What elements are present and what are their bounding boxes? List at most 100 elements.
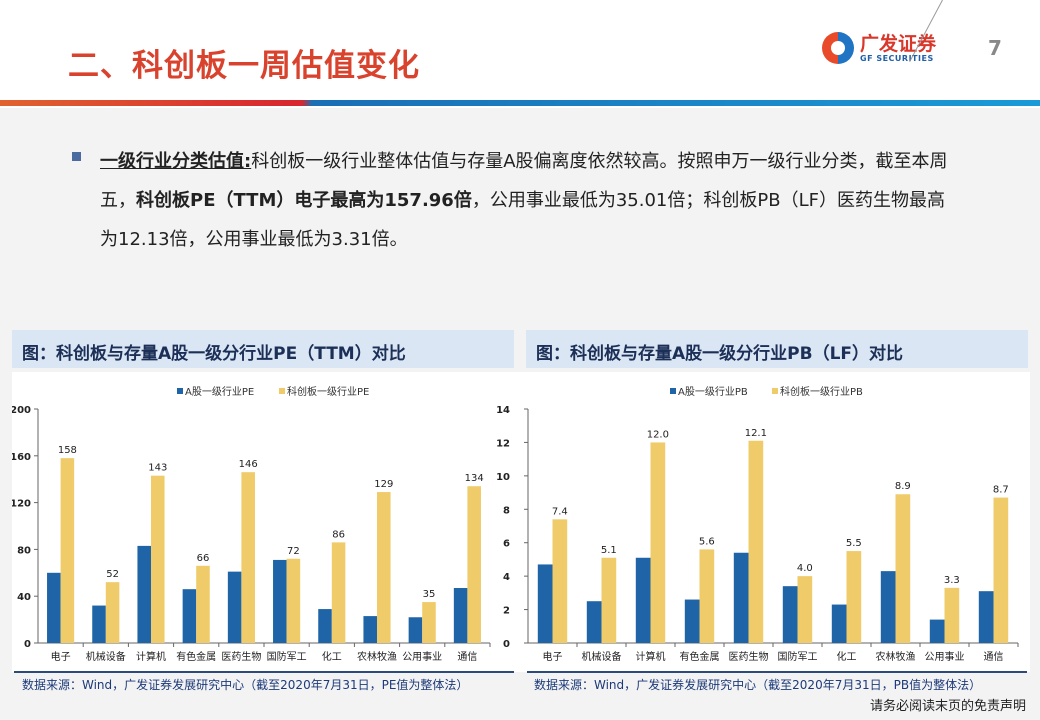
page-title: 二、科创板一周估值变化 — [68, 48, 420, 84]
x-tick-label: 化工 — [322, 650, 342, 663]
data-label: 5.5 — [846, 538, 862, 549]
data-label: 8.9 — [895, 481, 911, 492]
x-tick-label: 计算机 — [136, 650, 166, 663]
bar-star — [377, 492, 391, 643]
x-tick-label: 化工 — [837, 650, 857, 663]
disclaimer: 请务必阅读末页的免责声明 — [869, 699, 1026, 714]
bar-star — [286, 558, 301, 643]
data-label: 66 — [197, 553, 210, 564]
bar-a-share — [635, 557, 651, 643]
data-label: 5.1 — [601, 545, 617, 556]
x-tick-label: 医药生物 — [221, 650, 261, 663]
bullet-icon — [72, 152, 81, 161]
y-tick-label: 80 — [17, 545, 31, 556]
data-label: 129 — [374, 479, 393, 490]
y-tick-label: 120 — [12, 499, 31, 510]
bar-star — [60, 458, 75, 643]
legend-label: A股一级行业PE — [185, 385, 254, 398]
data-label: 143 — [148, 463, 167, 474]
logo-subtext: GF SECURITIES — [860, 53, 934, 63]
legend-swatch — [772, 388, 778, 394]
highlight: 科创板PE（TTM）电子最高为157.96倍 — [136, 190, 472, 211]
x-tick-label: 通信 — [984, 651, 1004, 663]
bar-a-share — [137, 545, 151, 643]
bar-a-share — [929, 619, 945, 643]
x-tick-label: 国防军工 — [778, 650, 818, 663]
bar-star — [993, 497, 1009, 643]
legend-label: 科创板一级行业PB — [780, 385, 863, 398]
bar-star — [797, 576, 813, 643]
x-tick-label: 通信 — [457, 651, 477, 663]
bar-a-share — [733, 552, 749, 643]
pe-source: 数据来源：Wind，广发证券发展研究中心（截至2020年7月31日，PE值为整体… — [22, 678, 469, 692]
data-label: 12.1 — [745, 428, 767, 439]
data-label: 86 — [332, 529, 345, 540]
bar-star — [846, 551, 862, 643]
bar-a-share — [831, 604, 847, 643]
data-label: 35 — [423, 589, 436, 600]
legend-label: A股一级行业PB — [678, 385, 748, 398]
y-tick-label: 160 — [12, 452, 31, 463]
bar-star — [105, 582, 120, 643]
data-label: 3.3 — [944, 575, 960, 586]
bar-a-share — [273, 559, 287, 643]
legend-swatch — [279, 388, 285, 394]
bar-a-share — [537, 564, 553, 643]
data-label: 12.0 — [647, 429, 669, 440]
data-label: 134 — [465, 473, 484, 484]
y-tick-label: 2 — [503, 606, 510, 617]
bar-star — [331, 542, 346, 643]
data-label: 72 — [287, 546, 300, 557]
bar-star — [196, 565, 210, 643]
x-tick-label: 机械设备 — [582, 650, 622, 663]
x-tick-label: 农林牧渔 — [876, 650, 916, 663]
y-tick-label: 200 — [12, 405, 31, 416]
bar-a-share — [880, 571, 896, 643]
bar-a-share — [782, 586, 798, 643]
bar-star — [422, 602, 436, 643]
data-label: 5.6 — [699, 536, 715, 547]
bar-star — [151, 475, 165, 643]
bar-star — [552, 519, 568, 643]
data-label: 158 — [58, 445, 77, 456]
x-tick-label: 农林牧渔 — [357, 650, 397, 663]
pe-chart: A股一级行业PE 科创板一级行业PE 0 40 80 120 160 200 电子 158 机械设备… — [10, 372, 522, 672]
y-tick-label: 12 — [496, 438, 510, 449]
bar-a-share — [586, 601, 602, 643]
bar-a-share — [684, 599, 700, 643]
logo-text: 广发证券 — [860, 32, 937, 55]
data-label: 146 — [239, 459, 258, 470]
bar-a-share — [363, 616, 377, 643]
divider — [14, 671, 514, 673]
x-tick-label: 机械设备 — [86, 650, 126, 663]
data-label: 7.4 — [552, 506, 568, 517]
y-tick-label: 40 — [17, 592, 31, 603]
chart-title-pb: 图：科创板与存量A股一级分行业PB（LF）对比 — [526, 330, 1028, 368]
legend-swatch — [177, 388, 183, 394]
bar-star — [601, 557, 617, 643]
x-tick-label: 电子 — [543, 650, 563, 663]
chart-title-pe: 图：科创板与存量A股一级分行业PE（TTM）对比 — [12, 330, 514, 368]
y-tick-label: 0 — [503, 639, 510, 650]
header-bar — [0, 100, 1040, 106]
gf-securities-logo: 广发证券 GF SECURITIES — [822, 32, 936, 64]
x-tick-label: 有色金属 — [176, 650, 216, 663]
bar-a-share — [978, 591, 994, 643]
bar-star — [650, 442, 666, 643]
text: ，公用事业最低为35.01倍；科创板PB（LF）医药生物最高为12.13倍，公用… — [100, 190, 945, 250]
bar-star — [748, 440, 764, 643]
legend-swatch — [670, 388, 676, 394]
y-tick-label: 10 — [496, 472, 510, 483]
x-tick-label: 有色金属 — [680, 650, 720, 663]
page-number: 7 — [988, 36, 1002, 60]
lead: 一级行业分类估值: — [100, 151, 252, 172]
y-tick-label: 4 — [503, 572, 510, 583]
bar-star — [944, 587, 960, 643]
legend-label: 科创板一级行业PE — [287, 385, 369, 398]
bar-star — [895, 494, 911, 643]
bar-a-share — [92, 605, 106, 643]
x-tick-label: 国防军工 — [267, 650, 307, 663]
data-label: 4.0 — [797, 563, 813, 574]
bar-a-share — [182, 589, 197, 643]
bar-a-share — [47, 572, 61, 643]
